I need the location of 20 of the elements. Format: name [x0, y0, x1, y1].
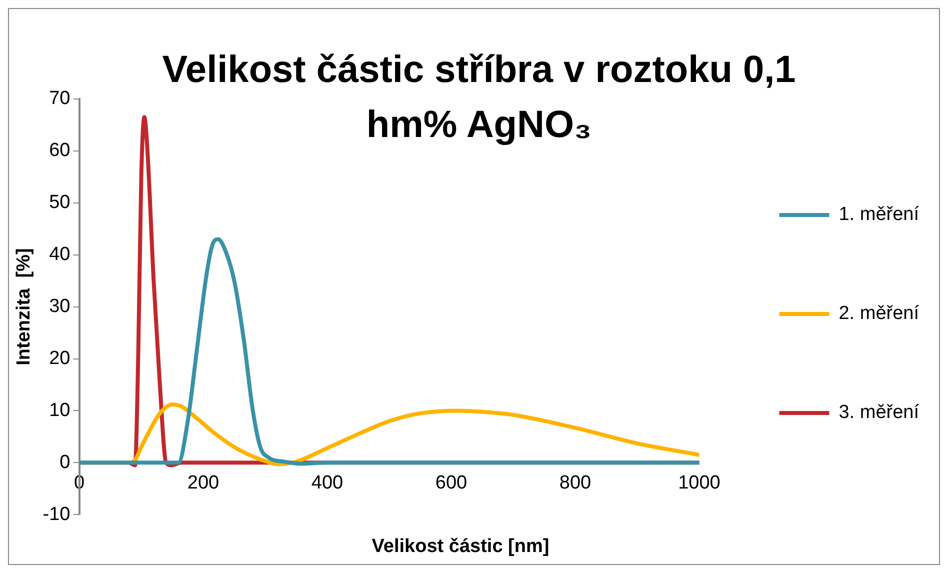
y-tick-label: 60 [49, 140, 70, 162]
y-tick-label: 10 [49, 400, 70, 421]
y-tick-label: -10 [42, 504, 70, 525]
y-tick-label: 70 [49, 88, 70, 110]
x-tick-label: 600 [435, 472, 468, 494]
y-axis-title: Intenzita [%] [14, 248, 35, 366]
legend-label: 3. měření [838, 402, 920, 424]
y-tick-label: 40 [49, 244, 70, 266]
legend-label: 1. měření [838, 204, 920, 226]
y-tick-label: 20 [49, 348, 70, 369]
y-tick-label: 50 [49, 192, 70, 214]
y-tick-label: 0 [60, 452, 70, 473]
x-tick-label: 1000 [678, 472, 720, 494]
x-axis-title: Velikost částic [nm] [370, 536, 550, 558]
chart-title: Velikost částic stříbra v roztoku 0,1 hm% AgNO₃ [161, 48, 797, 148]
x-tick-label: 800 [559, 472, 592, 494]
y-tick-label: 30 [49, 296, 70, 318]
legend-label: 2. měření [838, 303, 920, 324]
x-tick-label: 200 [187, 472, 220, 494]
x-tick-label: 400 [311, 472, 344, 494]
